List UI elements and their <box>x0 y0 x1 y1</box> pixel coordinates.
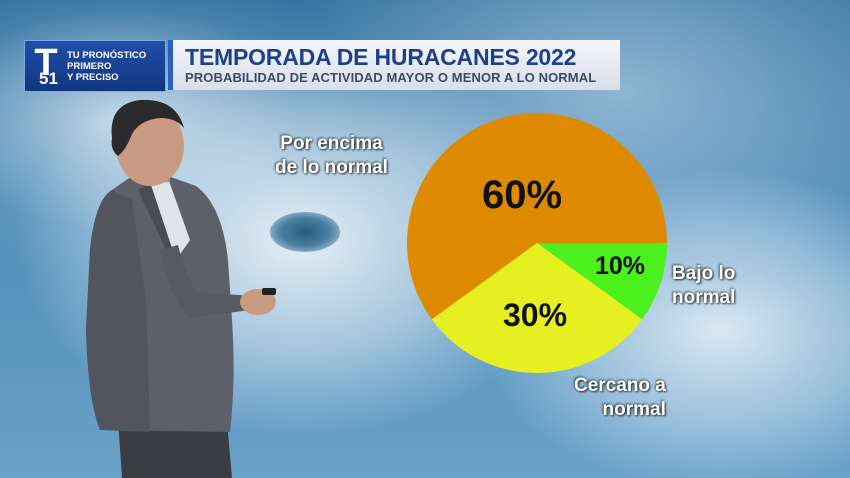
station-logo: T 51 TU PRONÓSTICO PRIMERO Y PRECISO <box>24 40 166 92</box>
slice-label-line: normal <box>602 399 666 420</box>
chart-title: TEMPORADA DE HURACANES 2022 <box>185 44 577 70</box>
slice-value-label: 10% <box>594 252 646 280</box>
slice-label-line: normal <box>672 287 736 308</box>
slice-label-line: Por encima <box>280 133 383 154</box>
slice-category-label: Por encima de lo normal <box>275 132 388 180</box>
slice-value-label: 30% <box>502 297 568 333</box>
slice-label-line: de lo normal <box>275 157 388 178</box>
logo-tagline-line-3: Y PRECISO <box>67 72 119 83</box>
logo-number: 51 <box>39 69 58 88</box>
title-banner: TEMPORADA DE HURACANES 2022 PROBABILIDAD… <box>168 40 620 90</box>
slice-label-line: Cercano a <box>574 375 666 396</box>
pie-slice-por-encima <box>407 112 667 320</box>
logo-letter: T <box>34 42 58 84</box>
slice-category-label: Bajo lo normal <box>672 262 735 310</box>
logo-tagline-line-2: PRIMERO <box>67 61 112 72</box>
chart-subtitle: PROBABILIDAD DE ACTIVIDAD MAYOR O MENOR … <box>185 70 597 85</box>
slice-label-line: Bajo lo <box>672 263 736 284</box>
logo-tagline-line-1: TU PRONÓSTICO <box>67 50 147 61</box>
pie-slice-cercano-a-normal <box>431 243 643 373</box>
pie-slice-bajo-lo-normal <box>537 243 667 320</box>
logo-tagline: TU PRONÓSTICO PRIMERO Y PRECISO <box>67 50 163 83</box>
slice-value-label: 60% <box>481 173 563 217</box>
hurricane-eye <box>270 212 340 252</box>
slice-category-label: Cercano a normal <box>574 374 666 422</box>
